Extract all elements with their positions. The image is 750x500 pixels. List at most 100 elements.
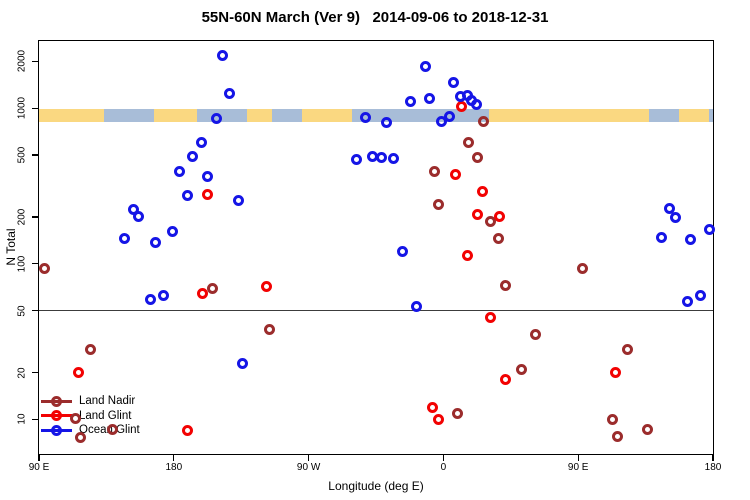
data-point-ocean-glint <box>173 166 185 178</box>
data-point-ocean-glint <box>133 211 145 223</box>
x-tick <box>577 454 579 461</box>
data-point-ocean-glint <box>201 170 213 182</box>
y-tick-label: 1000 <box>16 97 28 120</box>
data-point-land-glint <box>494 210 506 222</box>
data-point-land-nadir <box>107 424 119 436</box>
x-tick-label: 90 E <box>567 462 589 473</box>
data-point-ocean-glint <box>405 95 417 107</box>
data-point-land-glint <box>72 367 84 379</box>
open-circle-marker-icon <box>51 424 62 436</box>
data-point-land-nadir <box>485 215 497 227</box>
data-point-ocean-glint <box>669 212 681 224</box>
data-point-land-nadir <box>499 279 511 291</box>
band-ocean-segment <box>197 108 247 122</box>
y-tick <box>32 107 39 109</box>
data-point-ocean-glint <box>150 236 162 248</box>
plot-area: N Total Longitude (deg E) Land Nadir Lan… <box>4 40 721 493</box>
y-tick-label: 500 <box>16 146 28 164</box>
chart-title: 55N-60N March (Ver 9) 2014-09-06 to 2018… <box>201 9 549 26</box>
data-point-ocean-glint <box>435 115 447 127</box>
data-point-ocean-glint <box>360 111 372 123</box>
data-point-ocean-glint <box>703 224 715 236</box>
data-point-land-nadir <box>70 412 82 424</box>
data-point-land-nadir <box>429 165 441 177</box>
band-ocean-segment <box>104 108 154 122</box>
x-tick-label: 180 <box>165 462 183 473</box>
reference-line-50 <box>39 310 713 312</box>
data-point-ocean-glint <box>166 225 178 237</box>
band-land-segment <box>489 108 649 122</box>
data-point-ocean-glint <box>187 150 199 162</box>
band-land-segment <box>154 108 197 122</box>
data-point-ocean-glint <box>119 232 131 244</box>
data-point-land-nadir <box>492 233 504 245</box>
y-tick <box>32 60 39 62</box>
y-tick <box>32 418 39 421</box>
y-tick-label: 200 <box>16 208 28 226</box>
data-point-land-nadir <box>39 263 51 275</box>
x-tick-label: 0 <box>440 462 447 473</box>
x-tick <box>712 454 714 461</box>
data-point-ocean-glint <box>224 87 236 99</box>
data-point-ocean-glint <box>380 116 392 128</box>
data-point-ocean-glint <box>351 154 363 166</box>
y-tick-label: 50 <box>16 305 28 317</box>
data-point-ocean-glint <box>656 232 668 244</box>
y-tick-label: 100 <box>16 255 28 273</box>
open-circle-marker-icon <box>51 410 62 422</box>
band-ocean-segment <box>649 108 679 122</box>
data-point-ocean-glint <box>443 110 455 122</box>
data-point-land-nadir <box>477 115 489 127</box>
data-point-land-glint <box>196 288 208 300</box>
data-point-land-nadir <box>621 344 633 356</box>
data-point-ocean-glint <box>685 234 697 246</box>
x-tick-label: 90 W <box>296 462 321 473</box>
x-axis-label: Longitude (deg E) <box>328 479 424 493</box>
data-point-ocean-glint <box>420 61 432 73</box>
data-point-ocean-glint <box>396 245 408 257</box>
data-point-land-nadir <box>606 413 618 425</box>
data-point-ocean-glint <box>211 112 223 124</box>
y-tick <box>32 372 39 374</box>
x-tick <box>442 454 444 461</box>
data-point-land-glint <box>449 168 461 180</box>
legend-label: Land Glint <box>79 409 132 422</box>
data-point-land-glint <box>261 280 273 292</box>
data-point-ocean-glint <box>388 152 400 164</box>
band-ocean-segment <box>272 108 302 122</box>
data-point-land-glint <box>181 424 193 436</box>
data-point-land-nadir <box>462 136 474 148</box>
data-point-land-glint <box>201 188 213 200</box>
data-point-land-nadir <box>576 263 588 275</box>
y-tick-label: 10 <box>16 413 28 426</box>
y-tick-label: 2000 <box>16 50 28 73</box>
data-point-ocean-glint <box>470 99 482 111</box>
x-tick <box>173 454 175 461</box>
data-point-ocean-glint <box>182 190 194 202</box>
data-point-ocean-glint <box>410 301 422 313</box>
data-point-land-glint <box>476 186 488 198</box>
data-point-land-glint <box>471 208 483 220</box>
data-point-ocean-glint <box>157 289 169 301</box>
data-point-ocean-glint <box>376 152 388 164</box>
data-point-land-nadir <box>74 431 86 443</box>
data-point-land-nadir <box>432 199 444 211</box>
y-tick-label: 20 <box>16 367 28 379</box>
data-point-land-glint <box>485 312 497 324</box>
band-land-segment <box>247 108 272 122</box>
data-point-land-nadir <box>529 329 541 341</box>
data-point-ocean-glint <box>232 195 244 207</box>
data-point-land-nadir <box>206 283 218 295</box>
band-land-segment <box>39 108 104 122</box>
data-point-land-glint <box>499 374 511 386</box>
x-tick <box>38 454 40 461</box>
x-tick <box>308 454 310 461</box>
data-point-ocean-glint <box>424 93 436 105</box>
y-tick <box>32 310 39 312</box>
legend-row-land-nadir: Land Nadir <box>41 394 211 409</box>
data-point-land-nadir <box>264 323 276 335</box>
band-ocean-segment <box>352 108 489 122</box>
open-circle-marker-icon <box>51 395 62 407</box>
band-land-segment <box>302 108 352 122</box>
band-ocean-segment <box>709 108 713 122</box>
